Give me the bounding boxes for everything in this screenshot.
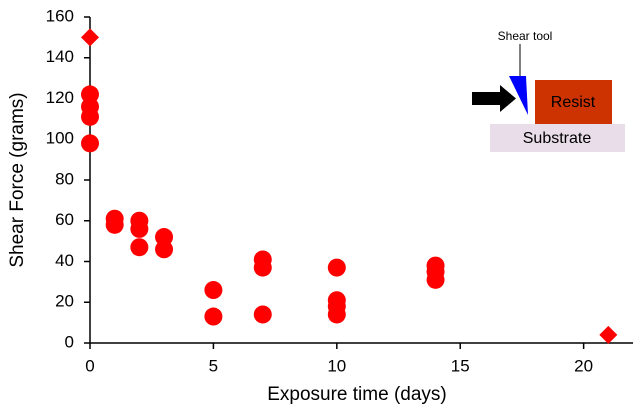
point (253, 305, 272, 324)
point (105, 215, 124, 234)
x-tick-label: 20 (574, 356, 593, 375)
point (204, 281, 223, 300)
point (327, 305, 346, 324)
y-tick-label: 100 (46, 129, 74, 148)
x-tick-label: 5 (209, 356, 218, 375)
point (130, 238, 149, 257)
y-tick-label: 60 (55, 210, 74, 229)
y-tick-label: 140 (46, 47, 74, 66)
resist-box (535, 80, 612, 124)
y-tick-label: 40 (55, 251, 74, 270)
tool-label: Shear tool (498, 29, 553, 43)
x-tick-label: 15 (451, 356, 470, 375)
y-tick-label: 80 (55, 169, 74, 188)
y-tick-label: 20 (55, 292, 74, 311)
point (204, 307, 223, 326)
arrow-body (472, 92, 501, 105)
x-tick-label: 0 (85, 356, 94, 375)
x-tick-label: 10 (327, 356, 346, 375)
point (599, 325, 618, 344)
substrate-label: Substrate (523, 130, 592, 147)
resist-label: Resist (551, 94, 596, 111)
shear-tool (509, 76, 528, 115)
point (155, 240, 174, 259)
x-axis-title: Exposure time (days) (267, 384, 447, 405)
y-tick-label: 0 (65, 332, 74, 351)
point (130, 219, 149, 238)
arrow-head (500, 85, 516, 112)
shear-diagram: Shear tool Resist Substrate (472, 29, 625, 152)
y-tick-label: 120 (46, 88, 74, 107)
point (327, 258, 346, 277)
point (253, 258, 272, 277)
substrate-box (490, 124, 625, 152)
point (81, 107, 99, 126)
point (81, 134, 99, 153)
point (81, 28, 99, 47)
y-tick-label: 160 (46, 6, 74, 25)
y-axis-title: Shear Force (grams) (7, 92, 28, 267)
point (426, 270, 445, 289)
